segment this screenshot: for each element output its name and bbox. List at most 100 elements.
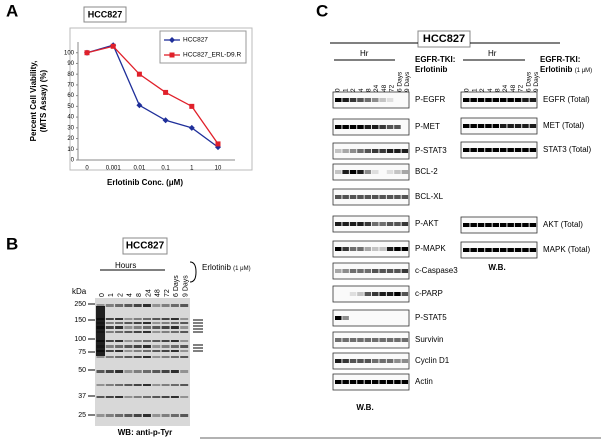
row-label: AKT (Total) (543, 220, 583, 229)
band (349, 222, 357, 226)
band (105, 345, 114, 348)
lane-label: 4 (358, 88, 365, 92)
band (386, 359, 394, 363)
blot-title: HCC827 (423, 33, 465, 45)
band (500, 248, 507, 252)
band (372, 269, 379, 273)
band (170, 384, 179, 386)
band (143, 318, 151, 320)
band (507, 124, 514, 128)
band (133, 370, 142, 373)
band (335, 170, 342, 174)
band (364, 149, 372, 153)
y-tick-label: 10 (67, 147, 74, 153)
band (170, 345, 179, 348)
row-label: P-STAT3 (415, 146, 447, 155)
band (529, 148, 537, 152)
band (335, 338, 342, 342)
band (152, 414, 161, 417)
band (96, 306, 105, 356)
band (379, 98, 386, 102)
band (124, 414, 133, 417)
band (180, 356, 189, 358)
band (124, 331, 133, 333)
band (96, 304, 105, 307)
lane-label: 72 (164, 289, 171, 297)
band (372, 247, 379, 251)
band (133, 356, 142, 358)
band (115, 370, 124, 373)
band (357, 170, 364, 174)
band (133, 326, 142, 329)
band (180, 318, 189, 320)
lane-label: 9 Days (404, 71, 411, 92)
band (180, 414, 189, 417)
band (152, 326, 161, 329)
band (124, 340, 133, 342)
band (386, 98, 394, 102)
band (349, 170, 357, 174)
band (124, 345, 133, 348)
band (500, 124, 507, 128)
title-box (83, 6, 127, 23)
band (143, 345, 151, 348)
row-label: STAT3 (Total) (543, 145, 591, 154)
blot-frame (332, 163, 410, 181)
band (372, 338, 379, 342)
band (152, 350, 161, 352)
band (96, 356, 105, 358)
band (357, 98, 364, 102)
band (386, 149, 394, 153)
band (492, 148, 500, 152)
band (507, 223, 514, 227)
band (342, 170, 349, 174)
row-label: Survivin (415, 335, 443, 344)
band (349, 149, 357, 153)
band (115, 350, 124, 352)
title-box (417, 30, 471, 48)
band (170, 318, 179, 320)
band (394, 247, 401, 251)
y-tick-label: 50 (67, 104, 74, 110)
band (152, 345, 161, 348)
band (394, 195, 401, 199)
band (500, 148, 507, 152)
dose: (1 μM) (575, 68, 592, 74)
band (124, 318, 133, 320)
band (379, 380, 386, 384)
blot-footer: WB: anti-p-Tyr (118, 428, 173, 437)
mw-marker: 250 (74, 301, 86, 308)
point (136, 71, 142, 77)
band-arrows (193, 319, 203, 352)
band (364, 222, 372, 226)
band (485, 148, 492, 152)
band (170, 414, 179, 417)
band (143, 414, 151, 417)
band (115, 322, 124, 324)
band (386, 247, 394, 251)
band (463, 248, 470, 252)
kda-label: kDa (72, 287, 87, 296)
band (180, 350, 189, 352)
band (96, 396, 105, 398)
band (394, 338, 401, 342)
series-line (86, 44, 219, 148)
band (349, 269, 357, 273)
band (372, 125, 379, 129)
series-line (86, 45, 219, 145)
row-label: MAPK (Total) (543, 245, 590, 254)
band (115, 384, 124, 386)
row-label: c-PARP (415, 289, 443, 298)
band (342, 338, 349, 342)
y-tick-label: 70 (67, 82, 74, 88)
row-label: P-MET (415, 122, 440, 131)
y-axis-label: (MTS Assay) (%) (39, 69, 48, 132)
band (492, 124, 500, 128)
band (124, 326, 133, 329)
row-label: BCL-XL (415, 192, 444, 201)
row-label: P-AKT (415, 219, 439, 228)
band (133, 322, 142, 324)
band (143, 396, 151, 398)
mw-marker: 25 (78, 412, 86, 419)
band (401, 380, 409, 384)
